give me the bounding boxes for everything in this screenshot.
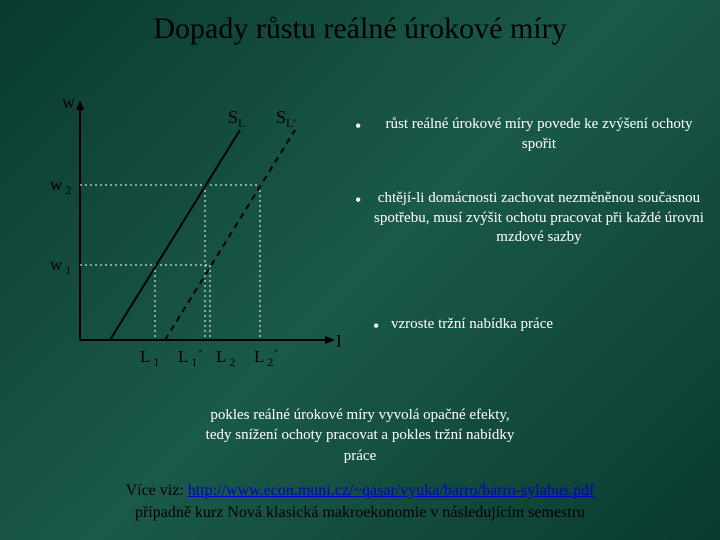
- curve-sl: [110, 130, 240, 340]
- bullet-2: chtějí-li domácnosti zachovat nezměněnou…: [355, 189, 705, 248]
- ytick-w2: w 2: [50, 175, 71, 197]
- x-axis-label: L: [336, 331, 340, 351]
- y-axis-label: w: [62, 92, 75, 112]
- label-sl: SL: [228, 107, 245, 130]
- xtick-l1: L 1: [140, 347, 159, 369]
- ytick-w1: w 1: [50, 255, 71, 277]
- bottom-paragraph: pokles reálné úrokové míry vyvolá opačné…: [0, 405, 720, 466]
- xtick-l2p: L 2´: [254, 347, 279, 369]
- bullet-1: růst reálné úrokové míry povede ke zvýše…: [355, 115, 705, 154]
- footer-link[interactable]: http://www.econ.muni.cz/~qasar/vyuka/bar…: [188, 482, 595, 499]
- footer: Více viz: http://www.econ.muni.cz/~qasar…: [0, 480, 720, 523]
- curve-sl-prime: [165, 130, 295, 340]
- bottom-line3: práce: [344, 448, 376, 464]
- footer-prefix: Více viz:: [126, 482, 188, 499]
- chart-svg: SL SL' w L w 2 w 1 L 1 L 1´ L 2 L 2´: [40, 90, 340, 380]
- bottom-line2: tedy snížení ochoty pracovat a pokles tr…: [206, 427, 515, 443]
- y-axis-arrow: [76, 100, 84, 110]
- supply-chart: SL SL' w L w 2 w 1 L 1 L 1´ L 2 L 2´: [40, 90, 340, 370]
- footer-line2: případně kurz Nová klasická makroekonomi…: [135, 504, 585, 521]
- xtick-l1p: L 1´: [178, 347, 203, 369]
- bullet-3: vzroste tržní nabídka práce: [373, 315, 703, 335]
- label-sl-prime: SL': [276, 107, 296, 130]
- x-axis-arrow: [325, 336, 335, 344]
- slide-title: Dopady růstu reálné úrokové míry: [0, 0, 720, 46]
- bullet-list: růst reálné úrokové míry povede ke zvýše…: [355, 115, 705, 283]
- bottom-line1: pokles reálné úrokové míry vyvolá opačné…: [210, 407, 509, 423]
- xtick-l2: L 2: [216, 347, 235, 369]
